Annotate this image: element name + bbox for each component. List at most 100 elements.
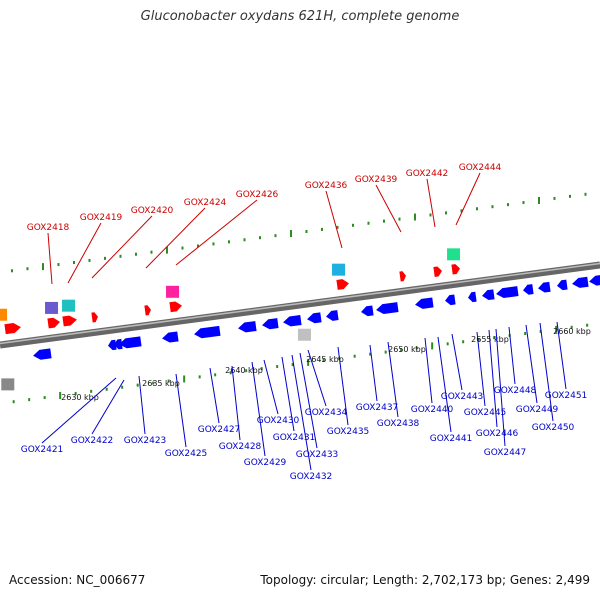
inner-scale-tick [74, 391, 77, 395]
inner-scale-tick [90, 389, 93, 393]
inner-scale-tick [167, 379, 170, 383]
gene-feature-box [297, 328, 311, 341]
reverse-gene-arrow [538, 281, 551, 293]
reverse-label-leader [291, 354, 312, 471]
outer-scale-tick [72, 260, 75, 264]
outer-scale-tick [506, 203, 509, 207]
inner-scale-tick [291, 362, 294, 366]
reverse-gene-label: GOX2441 [430, 434, 473, 444]
scale-label: 2660 kbp [553, 327, 591, 336]
reverse-gene-label: GOX2448 [494, 386, 537, 396]
reverse-gene-arrow [482, 289, 495, 301]
reverse-label-leader [508, 326, 516, 385]
reverse-gene-label: GOX2423 [124, 436, 167, 446]
reverse-gene-arrow [557, 279, 568, 291]
outer-scale-tick [413, 213, 416, 221]
outer-scale-tick [351, 223, 354, 227]
forward-label-leader [375, 184, 402, 233]
forward-gene-arrow [91, 312, 98, 323]
reverse-gene-label: GOX2445 [464, 408, 507, 418]
outer-scale-tick [243, 238, 246, 242]
forward-gene-label: GOX2444 [459, 163, 502, 173]
reverse-gene-arrow [468, 291, 477, 303]
inner-scale-tick [462, 340, 465, 344]
reverse-gene-arrow [238, 321, 257, 333]
forward-gene-arrow [399, 271, 406, 282]
reverse-gene-arrow [523, 284, 534, 295]
outer-scale-tick [57, 263, 60, 267]
outer-scale-tick [522, 201, 525, 205]
genome-backbone-highlight [0, 262, 600, 345]
outer-scale-tick [196, 244, 199, 248]
reverse-label-leader [307, 349, 327, 407]
reverse-gene-label: GOX2440 [411, 405, 454, 415]
reverse-gene-label: GOX2438 [377, 419, 420, 429]
reverse-gene-arrow [376, 302, 399, 315]
outer-scale-tick [537, 196, 540, 204]
forward-gene-arrow [433, 266, 442, 277]
inner-scale-tick [400, 348, 403, 352]
inner-scale-tick [524, 331, 527, 335]
reverse-gene-arrow [361, 305, 374, 317]
inner-scale-tick [446, 342, 449, 346]
reverse-gene-arrow [445, 294, 456, 306]
inner-scale-tick [229, 371, 232, 375]
outer-scale-tick [568, 194, 571, 198]
inner-scale-tick [431, 342, 434, 350]
gene-feature-box [332, 263, 346, 276]
genome-backbone [0, 261, 600, 349]
reverse-gene-label: GOX2435 [327, 427, 370, 437]
forward-gene-label: GOX2424 [184, 198, 227, 208]
reverse-label-leader [175, 373, 187, 448]
outer-scale-tick [26, 267, 29, 271]
accession-text: Accession: NC_006677 [9, 573, 146, 587]
reverse-gene-arrow [262, 318, 279, 330]
forward-gene-arrow [47, 317, 60, 329]
reverse-gene-arrow [162, 331, 179, 343]
forward-label-leader [145, 207, 206, 269]
forward-label-leader [175, 199, 258, 266]
inner-scale-tick [136, 383, 139, 387]
reverse-label-leader [488, 329, 498, 428]
reverse-gene-arrow [33, 348, 52, 360]
inner-scale-tick [198, 375, 201, 379]
reverse-gene-label: GOX2433 [296, 450, 339, 460]
forward-gene-label: GOX2426 [236, 190, 279, 200]
scale-label: 2645 kbp [306, 355, 344, 364]
outer-scale-tick [320, 227, 323, 231]
reverse-label-leader [209, 367, 220, 424]
scale-label: 2640 kbp [225, 366, 263, 375]
forward-label-leader [47, 232, 53, 285]
outer-scale-tick [444, 211, 447, 215]
outer-scale-tick [181, 246, 184, 250]
forward-gene-label: GOX2419 [80, 213, 123, 223]
outer-scale-tick [289, 230, 292, 238]
reverse-label-leader [476, 331, 486, 407]
outer-scale-tick [398, 217, 401, 221]
reverse-gene-label: GOX2443 [441, 392, 484, 402]
forward-gene-arrow [4, 323, 21, 335]
reverse-gene-arrow [114, 338, 123, 350]
inner-scale-tick [276, 365, 279, 369]
inner-scale-tick [59, 391, 62, 399]
reverse-gene-arrow [307, 312, 322, 324]
reverse-gene-label: GOX2450 [532, 423, 575, 433]
reverse-gene-arrow [415, 297, 434, 309]
forward-gene-arrow [336, 279, 349, 290]
inner-scale-tick [493, 336, 496, 340]
inner-scale-tick [369, 352, 372, 356]
scale-label: 2650 kbp [388, 345, 426, 354]
outer-scale-tick [227, 240, 230, 244]
reverse-gene-label: GOX2447 [484, 448, 527, 458]
gene-feature-box [1, 378, 15, 391]
inner-scale-tick [260, 367, 263, 371]
outer-scale-tick [41, 263, 44, 271]
reverse-label-leader [369, 344, 378, 402]
outer-scale-tick [103, 256, 106, 260]
reverse-gene-label: GOX2421 [21, 445, 64, 455]
reverse-gene-arrow [572, 276, 589, 288]
outer-scale-tick [305, 229, 308, 233]
scale-label: 2630 kbp [61, 393, 99, 402]
outer-scale-tick [274, 234, 277, 238]
